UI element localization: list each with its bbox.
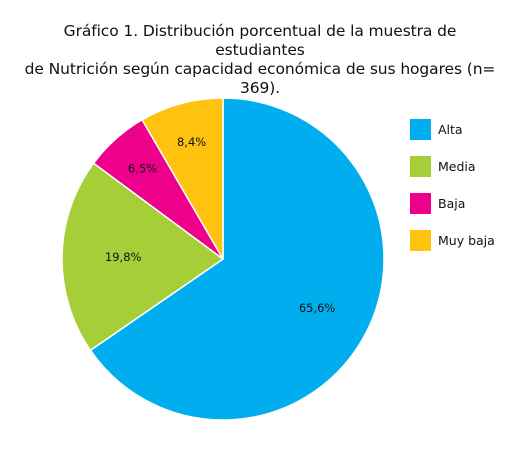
legend-item-muy-baja: Muy baja	[410, 230, 495, 251]
data-label-alta: 65,6%	[299, 301, 336, 315]
pie-slice-media	[61, 162, 224, 352]
pie-data-labels: 65,6% 19,8% 6,5% 8,4%	[105, 135, 336, 315]
pie-slice-muy-baja	[141, 97, 224, 260]
pie-slices	[61, 97, 385, 421]
legend-label-alta: Alta	[438, 122, 463, 137]
chart-title-line-3: 369).	[239, 79, 281, 97]
chart-title-line-1: Gráfico 1. Distribución porcentual de la…	[63, 22, 457, 59]
data-label-baja: 6,5%	[128, 162, 157, 176]
pie-slice-alta	[89, 97, 385, 421]
chart-title: Gráfico 1. Distribución porcentual de la…	[20, 22, 500, 98]
legend: Alta Media Baja Muy baja	[410, 119, 495, 267]
data-label-media: 19,8%	[105, 250, 142, 264]
legend-swatch-media	[410, 156, 431, 177]
legend-item-baja: Baja	[410, 193, 495, 214]
legend-label-media: Media	[438, 159, 476, 174]
legend-item-media: Media	[410, 156, 495, 177]
data-label-muy-baja: 8,4%	[177, 135, 206, 149]
legend-swatch-alta	[410, 119, 431, 140]
legend-swatch-baja	[410, 193, 431, 214]
chart-title-line-2: de Nutrición según capacidad económica d…	[24, 60, 496, 78]
legend-label-baja: Baja	[438, 196, 466, 211]
legend-label-muy-baja: Muy baja	[438, 233, 495, 248]
legend-swatch-muy-baja	[410, 230, 431, 251]
legend-item-alta: Alta	[410, 119, 495, 140]
